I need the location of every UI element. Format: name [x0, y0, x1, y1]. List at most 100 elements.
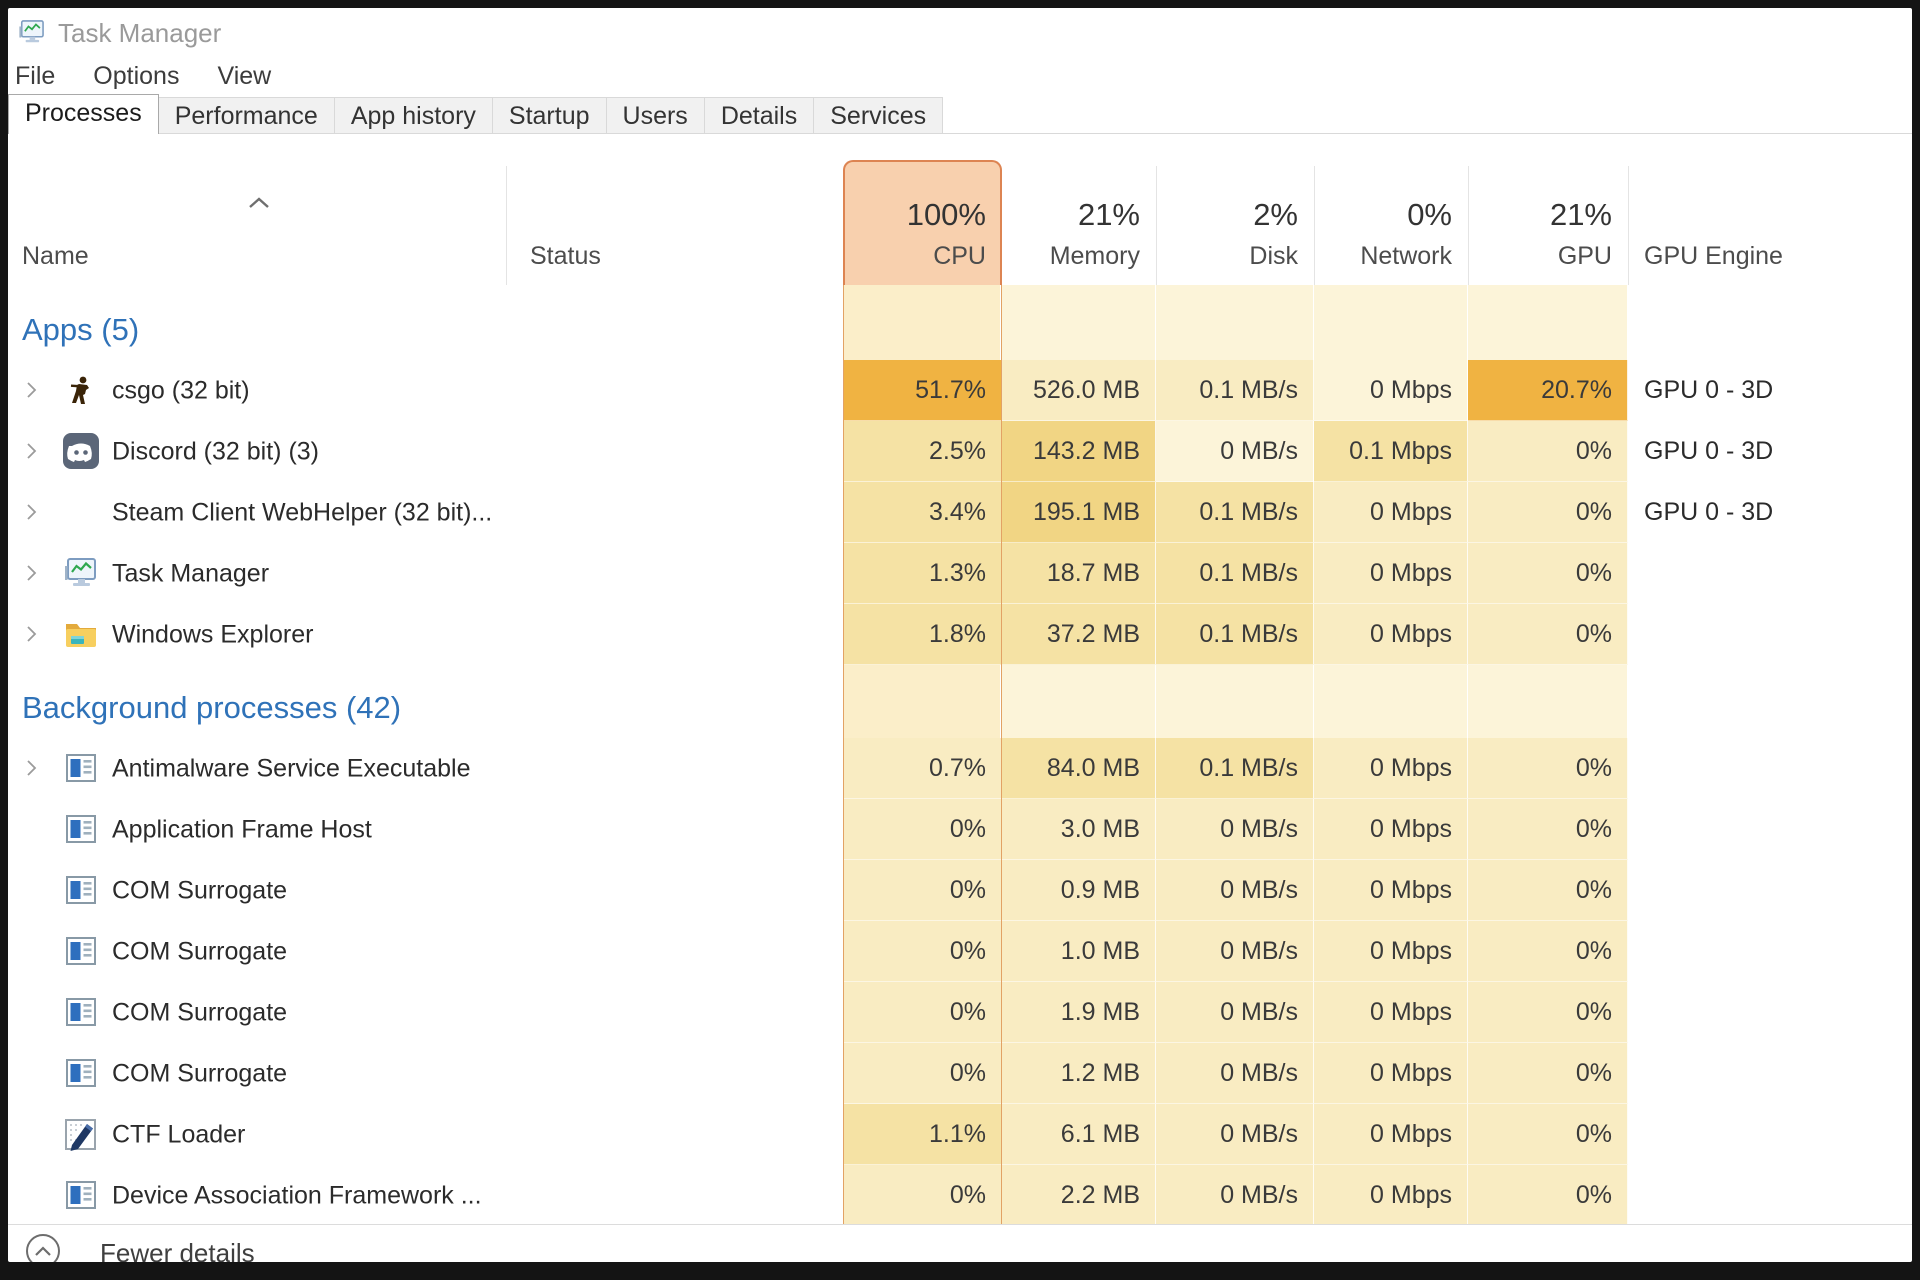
disk-cell: 0 MB/s	[1156, 860, 1314, 921]
memory-cell: 2.2 MB	[1002, 1165, 1156, 1224]
tab-services[interactable]: Services	[813, 97, 944, 133]
window-title: Task Manager	[58, 18, 222, 48]
process-row[interactable]: Steam Client WebHelper (32 bit)... 3.4% 19…	[8, 482, 1912, 543]
network-cell: 0 Mbps	[1314, 738, 1468, 799]
column-label: CPU	[933, 242, 986, 270]
gpu-cell: 0%	[1468, 421, 1628, 482]
gpu-engine-cell	[1628, 1165, 1912, 1224]
cpu-cell: 0%	[843, 921, 1002, 982]
tab-details[interactable]: Details	[703, 97, 815, 133]
cpu-cell: 0.7%	[843, 738, 1002, 799]
memory-cell: 1.2 MB	[1002, 1043, 1156, 1104]
column-label: GPU Engine	[1644, 242, 1783, 270]
group-header[interactable]: Background processes (42)	[8, 677, 1912, 738]
network-cell: 0 Mbps	[1314, 799, 1468, 860]
process-row[interactable]: COM Surrogate 0% 0.9 MB 0 MB/s 0 Mbps 0%	[8, 860, 1912, 921]
gpu-engine-cell: GPU 0 - 3D	[1644, 376, 1774, 404]
header-divider	[1628, 166, 1629, 285]
disk-cell: 0 MB/s	[1156, 1165, 1314, 1224]
process-name-cell: COM Surrogate	[8, 921, 506, 982]
process-row[interactable]: csgo (32 bit) 51.7% 526.0 MB 0.1 MB/s 0 Mbps…	[8, 360, 1912, 421]
memory-cell: 84.0 MB	[1002, 738, 1156, 799]
network-cell: 0 Mbps	[1314, 543, 1468, 604]
fewer-details-toggle[interactable]	[26, 1234, 60, 1262]
process-row[interactable]: COM Surrogate 0% 1.2 MB 0 MB/s 0 Mbps 0%	[8, 1043, 1912, 1104]
cpu-cell: 0%	[843, 799, 1002, 860]
tab-users[interactable]: Users	[605, 97, 705, 133]
window-icon	[66, 998, 96, 1026]
cpu-cell: 2.5%	[843, 421, 1002, 482]
column-header-name[interactable]: Name	[8, 134, 506, 285]
menu-view[interactable]: View	[217, 61, 272, 90]
process-row[interactable]: Application Frame Host 0% 3.0 MB 0 MB/s 0 Mb…	[8, 799, 1912, 860]
process-name: Discord (32 bit) (3)	[112, 437, 319, 465]
menu-bar: File Options View	[8, 56, 1912, 96]
gpu-engine-cell	[1628, 738, 1912, 799]
process-row[interactable]: Discord (32 bit) (3) 2.5% 143.2 MB 0 MB/s 0.…	[8, 421, 1912, 482]
gpu-cell: 0%	[1468, 799, 1628, 860]
tab-startup[interactable]: Startup	[491, 97, 607, 133]
window-icon	[66, 754, 96, 782]
process-name-cell: Steam Client WebHelper (32 bit)...	[8, 482, 506, 543]
expand-chevron-icon[interactable]	[25, 758, 38, 783]
column-label: Status	[530, 242, 601, 270]
column-header-cpu[interactable]: 100% CPU	[843, 134, 1002, 285]
header-divider	[1156, 166, 1157, 285]
expand-chevron-icon[interactable]	[25, 380, 38, 405]
status-cell	[506, 799, 843, 860]
process-row[interactable]: COM Surrogate 0% 1.9 MB 0 MB/s 0 Mbps 0%	[8, 982, 1912, 1043]
gpu-engine-cell: GPU 0 - 3D	[1644, 437, 1774, 465]
disk-cell: 0.1 MB/s	[1156, 360, 1314, 421]
column-header-disk[interactable]: 2% Disk	[1156, 134, 1314, 285]
column-header-status[interactable]: Status	[506, 134, 843, 285]
column-header-memory[interactable]: 21% Memory	[1002, 134, 1156, 285]
column-headers: Name Status 100% CPU 21% Memory 2% Disk 0% Networ…	[8, 134, 1912, 285]
cpu-cell: 3.4%	[843, 482, 1002, 543]
process-name: COM Surrogate	[112, 1059, 288, 1087]
column-header-network[interactable]: 0% Network	[1314, 134, 1468, 285]
tab-performance[interactable]: Performance	[157, 97, 335, 133]
column-usage-value: 2%	[1253, 197, 1298, 232]
column-header-gpu-engine[interactable]: GPU Engine	[1628, 134, 1912, 285]
status-cell	[506, 921, 843, 982]
process-row[interactable]: Windows Explorer 1.8% 37.2 MB 0.1 MB/s 0 Mbp…	[8, 604, 1912, 665]
tab-processes[interactable]: Processes	[8, 94, 159, 134]
expand-chevron-icon[interactable]	[25, 441, 38, 466]
process-name: Steam Client WebHelper (32 bit)...	[112, 498, 493, 526]
process-row[interactable]: Task Manager 1.3% 18.7 MB 0.1 MB/s 0 Mbps 0%	[8, 543, 1912, 604]
cpu-cell: 51.7%	[843, 360, 1002, 421]
process-name: csgo (32 bit)	[112, 376, 250, 404]
gpu-cell: 0%	[1468, 1165, 1628, 1224]
ctf-icon	[65, 1119, 96, 1151]
status-cell	[506, 543, 843, 604]
csgo-icon	[63, 372, 99, 408]
title-bar: Task Manager	[8, 8, 1912, 56]
column-label: GPU	[1557, 242, 1612, 270]
menu-file[interactable]: File	[15, 61, 56, 90]
expand-chevron-icon[interactable]	[25, 502, 38, 527]
gpu-engine-cell	[1628, 1043, 1912, 1104]
fewer-details-label[interactable]: Fewer details	[100, 1238, 255, 1262]
status-cell	[506, 738, 843, 799]
expand-chevron-icon[interactable]	[25, 563, 38, 588]
column-header-gpu[interactable]: 21% GPU	[1468, 134, 1628, 285]
menu-options[interactable]: Options	[93, 61, 180, 90]
group-header[interactable]: Apps (5)	[8, 299, 1912, 360]
expand-chevron-icon[interactable]	[25, 624, 38, 649]
network-cell: 0 Mbps	[1314, 360, 1468, 421]
process-row[interactable]: COM Surrogate 0% 1.0 MB 0 MB/s 0 Mbps 0%	[8, 921, 1912, 982]
cpu-cell: 0%	[843, 982, 1002, 1043]
process-name-cell: Discord (32 bit) (3)	[8, 421, 506, 482]
status-cell	[506, 421, 843, 482]
process-row[interactable]: Antimalware Service Executable 0.7% 84.0 M…	[8, 738, 1912, 799]
memory-cell: 1.9 MB	[1002, 982, 1156, 1043]
disk-cell: 0 MB/s	[1156, 921, 1314, 982]
process-name: CTF Loader	[112, 1120, 246, 1148]
gpu-cell: 0%	[1468, 738, 1628, 799]
disk-cell: 0.1 MB/s	[1156, 482, 1314, 543]
process-row[interactable]: Device Association Framework ... 0% 2.2 MB…	[8, 1165, 1912, 1224]
status-cell	[506, 360, 843, 421]
network-cell: 0 Mbps	[1314, 1165, 1468, 1224]
tab-app-history[interactable]: App history	[333, 97, 493, 133]
process-row[interactable]: CTF Loader 1.1% 6.1 MB 0 MB/s 0 Mbps 0%	[8, 1104, 1912, 1165]
